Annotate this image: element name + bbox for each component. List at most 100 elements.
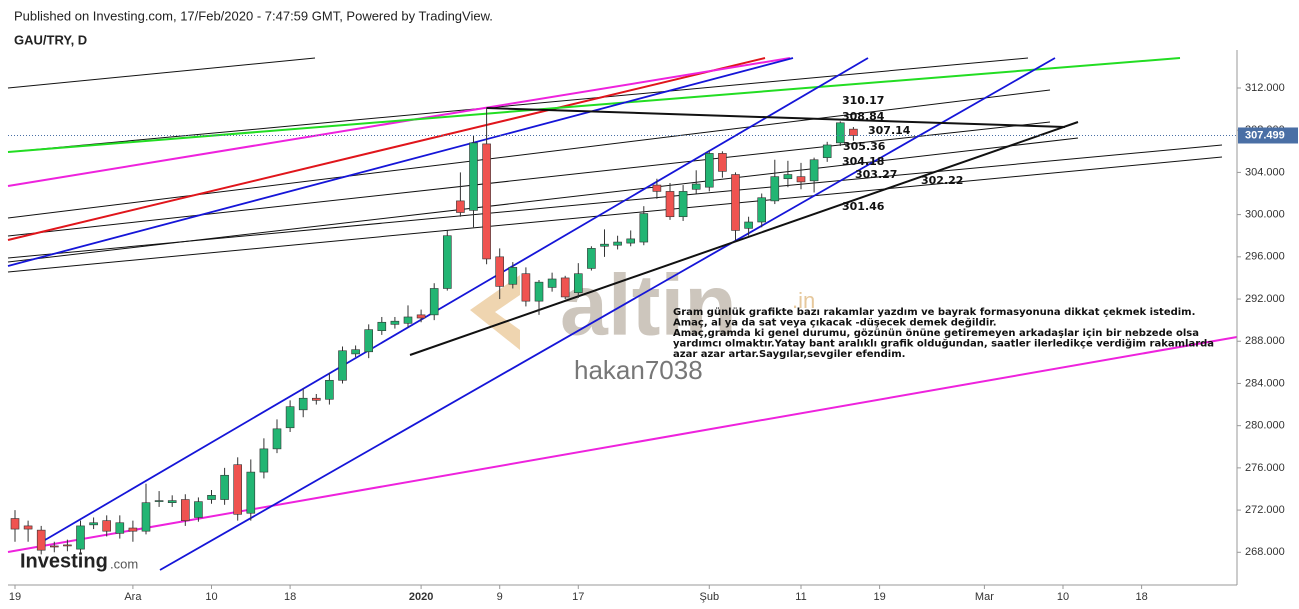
watermark-logo <box>470 275 520 350</box>
y-tick-label: 272.000 <box>1245 504 1285 516</box>
level-label: 302.22 <box>921 174 963 187</box>
x-tick-label: 9 <box>497 591 503 603</box>
candle-body <box>573 273 583 294</box>
trendline <box>159 57 1056 571</box>
publish-note: Published on Investing.com, 17/Feb/2020 … <box>14 8 493 23</box>
x-tick-label: 18 <box>1135 591 1147 603</box>
candle-body <box>849 128 858 136</box>
candle-body <box>298 397 308 411</box>
last-price-box <box>1238 127 1298 144</box>
note-line: Gram günlük grafikte bazı rakamlar yazdı… <box>673 307 1195 318</box>
trendline <box>7 121 1051 237</box>
candle-body <box>757 197 767 223</box>
candle-body <box>233 464 242 515</box>
x-tick-label: 18 <box>284 591 296 603</box>
candle-body <box>600 243 609 247</box>
x-tick-label: 2020 <box>409 591 433 603</box>
candle-body <box>36 529 46 551</box>
candle-body <box>822 144 832 158</box>
candle-body <box>23 525 33 530</box>
trendline <box>44 57 869 541</box>
level-label: 307.14 <box>868 124 911 137</box>
trendline <box>7 89 1051 219</box>
candle-body <box>259 448 269 473</box>
candle-body <box>272 428 282 450</box>
candle-body <box>442 235 452 289</box>
candle-body <box>809 159 819 182</box>
y-tick-label: 312.000 <box>1245 82 1285 94</box>
candle-body <box>154 500 164 502</box>
y-tick-label: 288.000 <box>1245 335 1285 347</box>
trendline <box>7 57 1029 153</box>
chart-title: GAU/TRY, D <box>14 32 87 47</box>
candle-body <box>207 495 216 500</box>
candle-body <box>76 525 85 550</box>
candle-body <box>128 527 138 532</box>
candle-body <box>835 122 845 144</box>
candle-body <box>731 174 740 231</box>
candle-body <box>508 267 518 285</box>
candle-body <box>63 544 72 547</box>
candle-body <box>652 184 662 192</box>
level-label: 301.46 <box>842 200 885 213</box>
trendline <box>7 57 1181 153</box>
note-line: yardımcı olmaktır.Yatay bant aralıklı gr… <box>673 338 1214 350</box>
candle-body <box>49 545 59 548</box>
last-price-label: 307.499 <box>1245 129 1285 141</box>
watermark-text: altin <box>560 258 737 354</box>
candle-body <box>429 288 439 316</box>
y-tick-label: 304.000 <box>1245 166 1285 178</box>
y-tick-label: 296.000 <box>1245 251 1285 263</box>
trendline <box>7 156 1223 273</box>
candle-body <box>181 499 190 521</box>
trendline <box>7 57 794 267</box>
trendline <box>7 57 316 89</box>
candle-body <box>351 349 360 355</box>
candle-body <box>587 248 596 269</box>
author: hakan7038 <box>574 355 703 385</box>
candle-body <box>704 153 714 188</box>
candle-body <box>364 329 374 353</box>
watermark: altin .in <box>470 258 815 354</box>
candle-body <box>678 191 688 218</box>
candle-body <box>626 238 636 244</box>
x-tick-label: Ara <box>124 591 142 603</box>
level-label: 303.27 <box>855 168 897 181</box>
candle-body <box>390 320 400 325</box>
trendline <box>7 336 1238 553</box>
candle-body <box>338 350 347 381</box>
trendline <box>7 57 791 187</box>
candle-body <box>141 502 151 532</box>
y-tick-label: 268.000 <box>1245 546 1285 558</box>
candle-body <box>416 314 426 319</box>
level-label: 310.17 <box>842 94 884 107</box>
trendline <box>7 144 1223 259</box>
candle-body <box>691 183 701 190</box>
y-tick-label: 276.000 <box>1245 462 1285 474</box>
candle-body <box>770 176 780 202</box>
candle-body <box>521 273 531 302</box>
candle-body <box>89 522 98 526</box>
candle-body <box>482 143 491 260</box>
candle-body <box>10 518 20 530</box>
x-tick-label: 19 <box>873 591 885 603</box>
candle-body <box>102 520 111 532</box>
candle-body <box>377 321 387 331</box>
candle-body <box>783 174 793 180</box>
y-tick-label: 284.000 <box>1245 377 1285 389</box>
candle-body <box>194 501 203 518</box>
logo-text: Investing <box>20 550 108 572</box>
candle-body <box>665 191 675 218</box>
candle-body <box>456 200 465 213</box>
x-tick-label: 11 <box>795 591 806 603</box>
y-tick-label: 292.000 <box>1245 293 1285 305</box>
x-tick-label: Mar <box>975 591 994 603</box>
logo-suffix: .com <box>110 556 138 571</box>
note-line: Amaç, al ya da sat veya çıkacak -düşecek… <box>673 317 997 329</box>
x-tick-label: 19 <box>9 591 21 603</box>
candle-body <box>285 406 295 429</box>
candle-body <box>560 277 570 298</box>
candle-body <box>167 500 177 503</box>
